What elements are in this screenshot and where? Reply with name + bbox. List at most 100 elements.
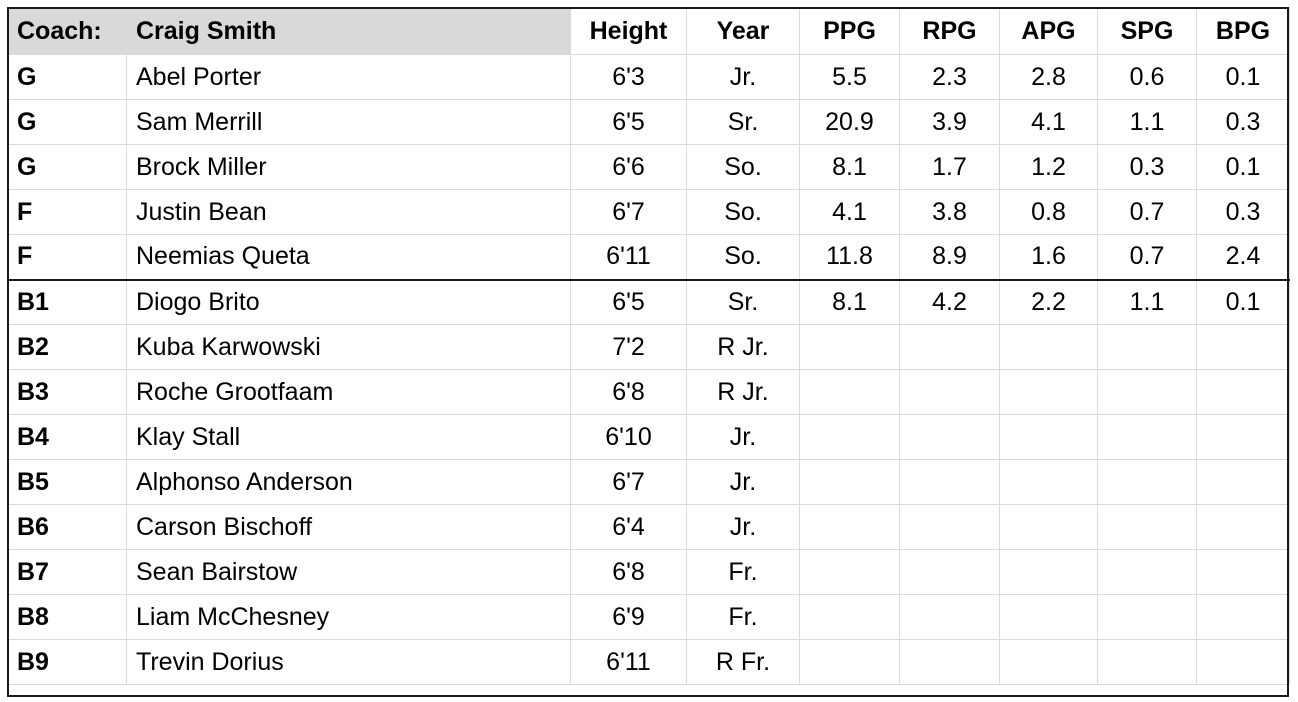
spg-cell[interactable]	[1097, 369, 1197, 415]
year-cell[interactable]: Sr.	[686, 99, 800, 145]
spg-cell[interactable]: 0.7	[1097, 189, 1197, 235]
bpg-cell[interactable]	[1196, 549, 1290, 595]
header-bpg[interactable]: BPG	[1196, 7, 1290, 55]
bpg-cell[interactable]: 0.3	[1196, 99, 1290, 145]
ppg-cell[interactable]: 5.5	[799, 54, 900, 100]
bpg-cell[interactable]	[1196, 459, 1290, 505]
coach-name-cell[interactable]: Craig Smith	[126, 7, 571, 55]
bpg-cell[interactable]: 0.1	[1196, 54, 1290, 100]
bpg-cell[interactable]: 0.1	[1196, 279, 1290, 325]
rpg-cell[interactable]: 4.2	[899, 279, 1000, 325]
player-name-cell[interactable]: Neemias Queta	[126, 234, 571, 281]
height-cell[interactable]: 6'11	[570, 234, 687, 281]
rpg-cell[interactable]	[899, 459, 1000, 505]
header-ppg[interactable]: PPG	[799, 7, 900, 55]
position-cell[interactable]: B4	[7, 414, 127, 460]
apg-cell[interactable]: 2.8	[999, 54, 1098, 100]
apg-cell[interactable]	[999, 504, 1098, 550]
ppg-cell[interactable]: 4.1	[799, 189, 900, 235]
year-cell[interactable]: Sr.	[686, 279, 800, 325]
position-cell[interactable]: G	[7, 99, 127, 145]
position-cell[interactable]: G	[7, 54, 127, 100]
height-cell[interactable]: 6'5	[570, 279, 687, 325]
spg-cell[interactable]: 0.6	[1097, 54, 1197, 100]
bpg-cell[interactable]	[1196, 369, 1290, 415]
apg-cell[interactable]	[999, 639, 1098, 685]
player-name-cell[interactable]: Justin Bean	[126, 189, 571, 235]
rpg-cell[interactable]: 8.9	[899, 234, 1000, 281]
spg-cell[interactable]	[1097, 459, 1197, 505]
ppg-cell[interactable]: 8.1	[799, 144, 900, 190]
apg-cell[interactable]: 0.8	[999, 189, 1098, 235]
bpg-cell[interactable]	[1196, 594, 1290, 640]
year-cell[interactable]: Jr.	[686, 504, 800, 550]
rpg-cell[interactable]	[899, 414, 1000, 460]
player-name-cell[interactable]: Alphonso Anderson	[126, 459, 571, 505]
player-name-cell[interactable]: Roche Grootfaam	[126, 369, 571, 415]
ppg-cell[interactable]	[799, 369, 900, 415]
position-cell[interactable]: G	[7, 144, 127, 190]
apg-cell[interactable]	[999, 369, 1098, 415]
rpg-cell[interactable]	[899, 639, 1000, 685]
bpg-cell[interactable]	[1196, 324, 1290, 370]
spg-cell[interactable]: 1.1	[1097, 99, 1197, 145]
year-cell[interactable]: Fr.	[686, 594, 800, 640]
player-name-cell[interactable]: Kuba Karwowski	[126, 324, 571, 370]
year-cell[interactable]: R Fr.	[686, 639, 800, 685]
year-cell[interactable]: Jr.	[686, 414, 800, 460]
position-cell[interactable]: B7	[7, 549, 127, 595]
ppg-cell[interactable]: 11.8	[799, 234, 900, 281]
player-name-cell[interactable]: Liam McChesney	[126, 594, 571, 640]
position-cell[interactable]: B3	[7, 369, 127, 415]
height-cell[interactable]: 6'7	[570, 189, 687, 235]
apg-cell[interactable]: 2.2	[999, 279, 1098, 325]
spg-cell[interactable]	[1097, 414, 1197, 460]
height-cell[interactable]: 6'4	[570, 504, 687, 550]
bpg-cell[interactable]: 0.1	[1196, 144, 1290, 190]
position-cell[interactable]: B1	[7, 279, 127, 325]
rpg-cell[interactable]: 2.3	[899, 54, 1000, 100]
bpg-cell[interactable]	[1196, 639, 1290, 685]
year-cell[interactable]: So.	[686, 144, 800, 190]
coach-label-cell[interactable]: Coach:	[7, 7, 127, 55]
header-year[interactable]: Year	[686, 7, 800, 55]
player-name-cell[interactable]: Diogo Brito	[126, 279, 571, 325]
position-cell[interactable]: B5	[7, 459, 127, 505]
spg-cell[interactable]	[1097, 324, 1197, 370]
ppg-cell[interactable]	[799, 414, 900, 460]
ppg-cell[interactable]	[799, 639, 900, 685]
bpg-cell[interactable]	[1196, 414, 1290, 460]
ppg-cell[interactable]: 20.9	[799, 99, 900, 145]
player-name-cell[interactable]: Carson Bischoff	[126, 504, 571, 550]
year-cell[interactable]: Jr.	[686, 459, 800, 505]
position-cell[interactable]: B6	[7, 504, 127, 550]
year-cell[interactable]: R Jr.	[686, 324, 800, 370]
ppg-cell[interactable]	[799, 459, 900, 505]
height-cell[interactable]: 6'10	[570, 414, 687, 460]
height-cell[interactable]: 6'8	[570, 369, 687, 415]
rpg-cell[interactable]	[899, 594, 1000, 640]
height-cell[interactable]: 6'3	[570, 54, 687, 100]
year-cell[interactable]: So.	[686, 234, 800, 281]
spg-cell[interactable]: 1.1	[1097, 279, 1197, 325]
ppg-cell[interactable]	[799, 549, 900, 595]
apg-cell[interactable]	[999, 594, 1098, 640]
year-cell[interactable]: R Jr.	[686, 369, 800, 415]
apg-cell[interactable]: 1.6	[999, 234, 1098, 281]
bpg-cell[interactable]: 0.3	[1196, 189, 1290, 235]
year-cell[interactable]: Fr.	[686, 549, 800, 595]
bpg-cell[interactable]: 2.4	[1196, 234, 1290, 281]
height-cell[interactable]: 6'7	[570, 459, 687, 505]
bpg-cell[interactable]	[1196, 504, 1290, 550]
spg-cell[interactable]: 0.7	[1097, 234, 1197, 281]
spg-cell[interactable]	[1097, 639, 1197, 685]
header-height[interactable]: Height	[570, 7, 687, 55]
spg-cell[interactable]	[1097, 594, 1197, 640]
header-spg[interactable]: SPG	[1097, 7, 1197, 55]
position-cell[interactable]: F	[7, 234, 127, 281]
player-name-cell[interactable]: Klay Stall	[126, 414, 571, 460]
position-cell[interactable]: F	[7, 189, 127, 235]
ppg-cell[interactable]	[799, 504, 900, 550]
rpg-cell[interactable]	[899, 504, 1000, 550]
player-name-cell[interactable]: Sean Bairstow	[126, 549, 571, 595]
